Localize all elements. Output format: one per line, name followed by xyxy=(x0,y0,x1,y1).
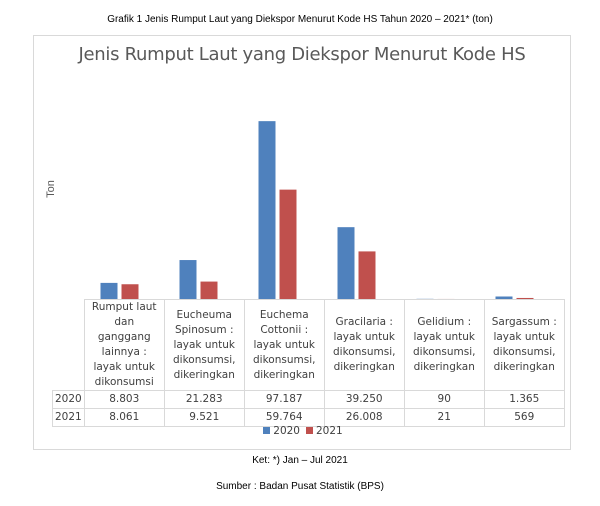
data-label: 21.283 xyxy=(163,390,245,409)
bar-2020-2 xyxy=(258,121,276,299)
note: Ket: *) Jan – Jul 2021 xyxy=(252,455,348,466)
series-label: 2021 xyxy=(52,408,85,427)
data-label: 21 xyxy=(403,408,485,427)
bar-2021-5 xyxy=(516,297,534,299)
legend-swatch-2020 xyxy=(263,427,271,434)
category-label: Rumput laut dan ganggang lainnya : layak… xyxy=(83,299,165,391)
data-label: 8.061 xyxy=(83,408,165,427)
source: Sumber : Badan Pusat Statistik (BPS) xyxy=(216,481,384,492)
data-label: 39.250 xyxy=(323,390,405,409)
legend-label: 2021 xyxy=(316,425,343,437)
data-label: 8.803 xyxy=(83,390,165,409)
category-label: Gracilaria : layak untuk dikonsumsi, dik… xyxy=(323,299,405,391)
data-label: 9.521 xyxy=(163,408,245,427)
table-row: 2021 8.061 9.521 59.764 26.008 21 569 xyxy=(52,408,565,427)
category-label: Eucheuma Spinosum : layak untuk dikonsum… xyxy=(163,299,245,391)
category-label: Euchema Cottonii : layak untuk dikonsums… xyxy=(243,299,325,391)
table-corner xyxy=(53,300,85,391)
category-label: Sargassum : layak untuk dikonsumsi, dike… xyxy=(483,299,565,391)
table-row: 2020 8.803 21.283 97.187 39.250 90 1.365 xyxy=(52,390,565,409)
series-label: 2020 xyxy=(52,390,85,409)
figure-caption: Grafik 1 Jenis Rumput Laut yang Diekspor… xyxy=(107,14,493,25)
bar-2020-3 xyxy=(337,227,355,299)
data-label: 26.008 xyxy=(323,408,405,427)
bar-2021-1 xyxy=(200,281,218,299)
data-label: 1.365 xyxy=(483,390,565,409)
bar-2021-0 xyxy=(121,284,139,299)
legend-label: 2020 xyxy=(273,425,300,437)
legend: 2020 2021 xyxy=(0,425,600,437)
chart-frame xyxy=(33,35,571,450)
bar-2020-0 xyxy=(100,282,118,299)
data-label: 90 xyxy=(403,390,485,409)
data-label: 97.187 xyxy=(243,390,325,409)
bar-2021-2 xyxy=(279,189,297,299)
category-label: Gelidium : layak untuk dikonsumsi, diker… xyxy=(403,299,485,391)
legend-swatch-2021 xyxy=(306,427,313,434)
bar-2020-5 xyxy=(495,296,513,299)
bar-2020-1 xyxy=(179,260,197,299)
bar-2021-3 xyxy=(358,251,376,299)
data-label: 59.764 xyxy=(243,408,325,427)
data-label: 569 xyxy=(483,408,565,427)
data-table: Rumput laut dan ganggang lainnya : layak… xyxy=(52,299,565,427)
chart-title: Jenis Rumput Laut yang Diekspor Menurut … xyxy=(78,44,526,65)
